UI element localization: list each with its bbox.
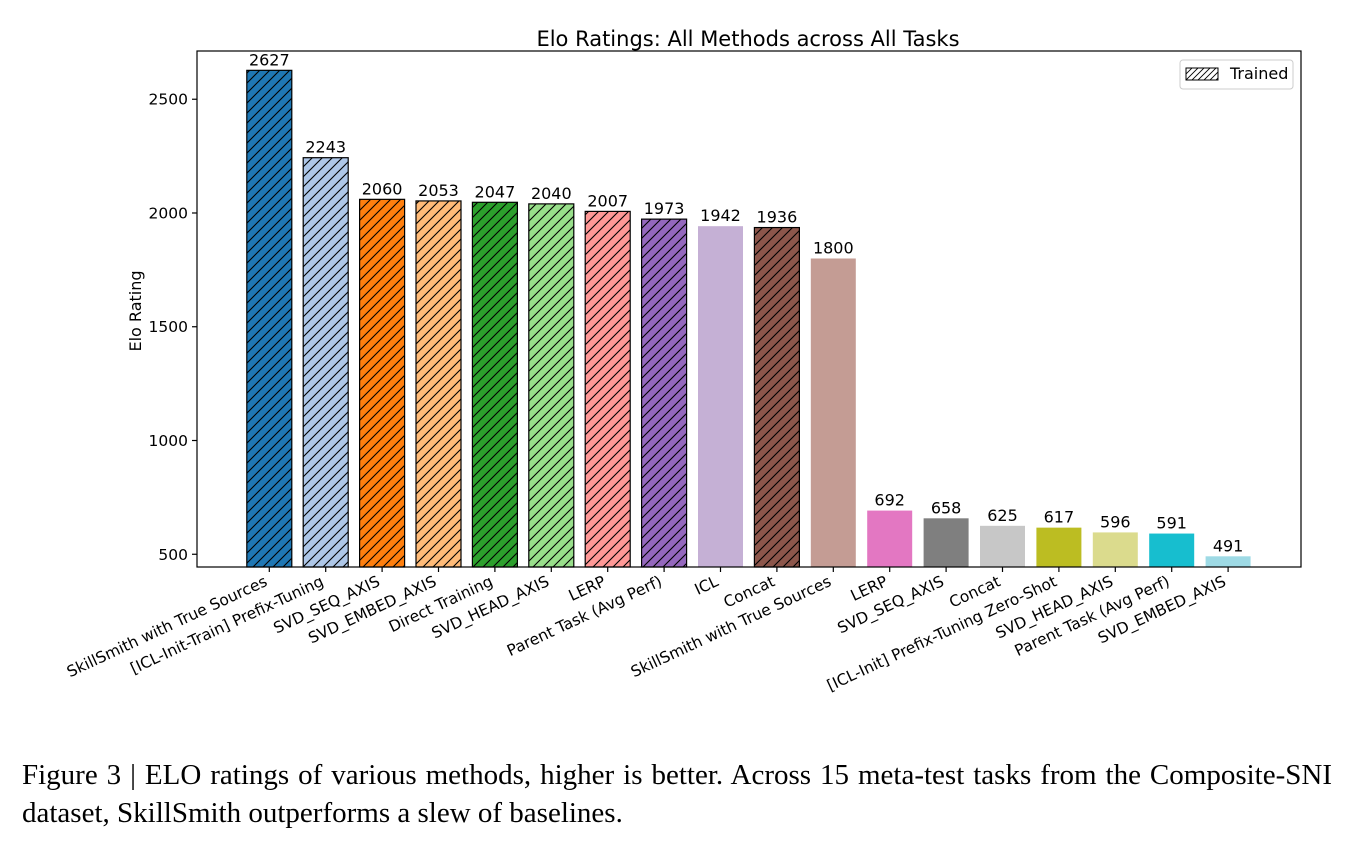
bar-hatch-trained (246, 69, 293, 568)
figure-caption: Figure 3 | ELO ratings of various method… (22, 759, 1332, 829)
bar-hatch-trained (359, 198, 406, 568)
bar-value-label: 2040 (531, 184, 572, 203)
legend: Trained (1179, 59, 1294, 90)
bar (698, 226, 743, 567)
bar (1092, 532, 1138, 567)
bar-value-label: 2007 (587, 191, 628, 210)
bar-hatch-trained (753, 226, 801, 568)
y-tick-label: 2500 (149, 91, 188, 109)
bar-hatch-trained (415, 200, 462, 568)
bar-value-label: 2053 (418, 181, 459, 200)
bar-hatch-trained (528, 203, 575, 568)
bar (1205, 556, 1251, 567)
bar-value-label: 591 (1156, 514, 1187, 533)
y-tick-label: 1000 (149, 432, 188, 450)
bar (1036, 527, 1082, 567)
bar (980, 525, 1025, 567)
bar (923, 518, 969, 567)
bar (1149, 533, 1195, 567)
x-axis-ticks: SkillSmith with True Sources[ICL-Init-Tr… (64, 567, 1229, 695)
bar-value-label: 1800 (813, 238, 854, 257)
x-tick-label: ICL (692, 572, 722, 599)
bar-value-label: 692 (874, 491, 905, 510)
bar-value-label: 2047 (475, 182, 516, 201)
bar-hatch-trained (471, 201, 518, 568)
bar-value-label: 2060 (362, 179, 403, 198)
bar-value-label: 1936 (757, 208, 798, 227)
legend-label-trained: Trained (1229, 64, 1288, 83)
bar-value-label: 1942 (700, 206, 741, 225)
legend-box (1179, 59, 1294, 90)
bar-hatch-trained (584, 210, 631, 568)
bar-value-label: 658 (931, 498, 962, 517)
y-axis-ticks: 500 1000 1500 2000 2500 (149, 91, 197, 564)
bar-value-label: 596 (1100, 512, 1131, 531)
bar-value-label: 2243 (305, 138, 346, 157)
legend-hatch-swatch (1185, 67, 1219, 81)
bars-group (246, 69, 1251, 568)
chart-title: Elo Ratings: All Methods across All Task… (536, 27, 959, 51)
y-axis-label: Elo Rating (126, 270, 145, 351)
bar-hatch-trained (640, 218, 688, 568)
bar (867, 510, 913, 567)
bar-value-label: 625 (987, 506, 1018, 525)
bar-value-label: 1973 (644, 199, 685, 218)
y-tick-label: 500 (158, 546, 188, 564)
elo-bar-chart: Elo Ratings: All Methods across All Task… (64, 27, 1302, 695)
y-tick-label: 1500 (149, 318, 188, 336)
bar-value-label: 2627 (249, 50, 290, 69)
plot-frame (196, 50, 1302, 568)
bar-value-label: 491 (1213, 536, 1244, 555)
y-tick-label: 2000 (149, 204, 188, 222)
bar (810, 258, 856, 567)
bar-hatch-trained (302, 157, 349, 568)
value-labels-group: 2627 2243 2060 2053 2047 2040 2007 1973 1942 1936… (249, 50, 1243, 555)
bar-value-label: 617 (1044, 508, 1075, 527)
